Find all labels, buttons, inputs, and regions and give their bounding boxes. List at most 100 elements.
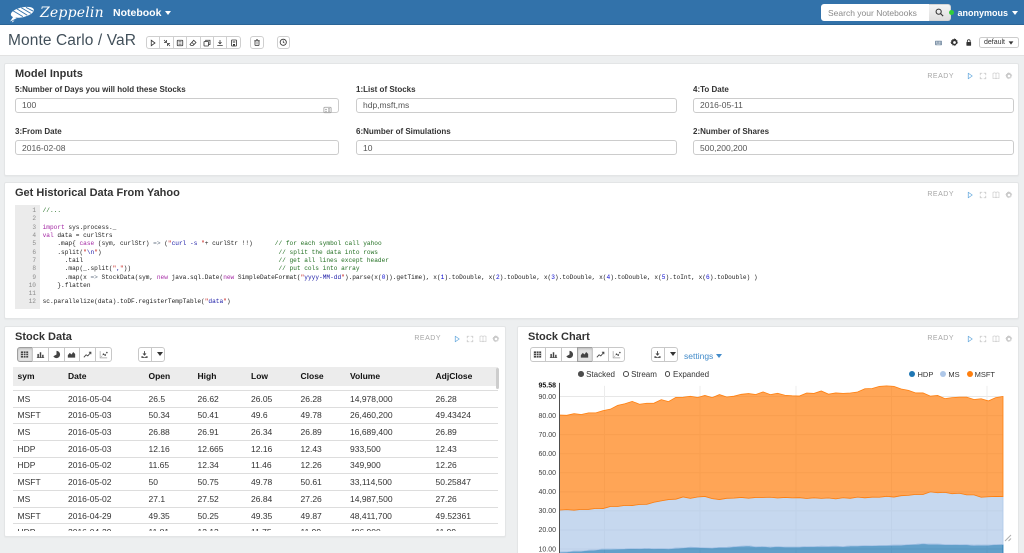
search-input[interactable]	[821, 4, 929, 21]
column-header[interactable]: Close	[300, 371, 324, 382]
legend-item-hdp[interactable]: HDP	[909, 370, 933, 379]
note-title[interactable]: Monte Carlo / VaR	[8, 32, 137, 49]
paragraph-settings-button[interactable]	[1005, 190, 1013, 199]
paragraph-settings-button[interactable]	[1005, 334, 1013, 343]
table-cell: 26.88	[148, 427, 170, 438]
form-field-input[interactable]	[693, 97, 1014, 113]
line-chart-icon	[83, 347, 92, 362]
table-viz-button[interactable]	[16, 346, 34, 362]
paragraph-settings-button[interactable]	[1005, 72, 1013, 80]
code-editor[interactable]: 1 2 3 4 5 6 7 8 9 10 11 12 //... import sys.process…	[15, 204, 1008, 309]
resize-handle-icon[interactable]	[1002, 532, 1012, 542]
form-field-input[interactable]	[15, 140, 339, 155]
toggle-output-button[interactable]	[172, 36, 188, 49]
bar-chart-viz-button[interactable]	[32, 346, 49, 362]
search-button[interactable]	[929, 4, 951, 21]
zeppelin-brand[interactable]: Zeppelin	[7, 2, 104, 23]
mode-radio-stacked[interactable]: Stacked	[578, 370, 615, 379]
run-paragraph-button[interactable]	[966, 191, 974, 199]
expand-paragraph-button[interactable]	[979, 335, 987, 343]
form-field-input[interactable]	[693, 140, 1014, 155]
table-cell: 12.43	[300, 443, 322, 454]
scatter-chart-viz-button[interactable]	[607, 346, 625, 362]
run-all-button[interactable]	[146, 36, 161, 49]
legend-item-msft[interactable]: MSFT	[966, 370, 995, 379]
legend-item-ms[interactable]: MS	[940, 370, 960, 379]
download-button[interactable]	[137, 346, 152, 362]
table-cell: MS	[17, 393, 31, 404]
column-header[interactable]: High	[197, 371, 217, 382]
download-options-button[interactable]	[663, 346, 678, 362]
clone-note-button[interactable]	[199, 35, 214, 50]
toggle-editor-button[interactable]	[992, 191, 1000, 199]
form-field-label: 5:Number of Days you will hold these Sto…	[15, 85, 186, 94]
expand-paragraph-button[interactable]	[466, 335, 474, 343]
interpreter-binding-button[interactable]: default	[978, 37, 1019, 48]
form-field-input[interactable]	[356, 97, 677, 113]
column-header[interactable]: AdjClose	[435, 371, 473, 382]
paragraph-settings-button[interactable]	[492, 334, 500, 343]
notebook-search	[821, 4, 951, 21]
user-menu[interactable]: anonymous	[949, 0, 1018, 25]
search-icon	[935, 8, 944, 17]
paragraph-title: Get Historical Data From Yahoo	[15, 186, 180, 199]
mode-radio-expanded[interactable]: Expanded	[664, 370, 709, 379]
note-config-button[interactable]	[950, 34, 959, 52]
table-cell: 27.52	[197, 493, 219, 504]
remove-note-button[interactable]	[250, 36, 264, 49]
table-row: MS 2016-05-02 27.1 27.52 26.84 27.26 14,987,50…	[13, 491, 498, 508]
chevron-down-icon	[156, 352, 163, 357]
table-body[interactable]: MSFT2016-05-0449.8650.2349.8149.9414,979…	[13, 385, 502, 531]
table-cell: 26.89	[300, 427, 322, 438]
form-field-input[interactable]	[356, 140, 677, 155]
settings-link[interactable]: settings	[684, 351, 723, 361]
area-chart-viz-button[interactable]	[576, 346, 594, 362]
scatter-chart-viz-button[interactable]	[94, 346, 112, 362]
line-number: 6	[32, 248, 36, 256]
table-cell: 2016-05-03	[68, 410, 112, 421]
line-chart-viz-button[interactable]	[592, 346, 609, 362]
expand-paragraph-button[interactable]	[979, 72, 987, 80]
column-header[interactable]: Date	[68, 371, 87, 382]
scheduler-button[interactable]	[276, 36, 290, 49]
pie-chart-viz-button[interactable]	[47, 346, 65, 362]
permissions-button[interactable]	[965, 34, 973, 52]
download-options-button[interactable]	[150, 346, 165, 362]
version-control-button[interactable]	[226, 36, 241, 49]
y-tick-label: 80.00	[538, 412, 556, 419]
form-field-input[interactable]	[15, 97, 339, 113]
line-chart-viz-button[interactable]	[79, 346, 96, 362]
expand-paragraph-button[interactable]	[979, 191, 987, 199]
area-chart-viz-button[interactable]	[63, 346, 81, 362]
table-cell: 26.62	[197, 393, 219, 404]
table-scrollbar[interactable]	[496, 367, 499, 389]
notebook-menu[interactable]: Notebook	[113, 0, 172, 25]
column-header[interactable]: Low	[251, 371, 268, 382]
clear-output-button[interactable]	[186, 36, 201, 49]
column-header[interactable]: Volume	[350, 371, 381, 382]
autofill-contact-icon[interactable]	[322, 101, 333, 114]
run-paragraph-button[interactable]	[966, 72, 974, 80]
table-row: MSFT2016-05-0449.8650.2349.8149.9414,979…	[13, 385, 498, 391]
toggle-editor-button[interactable]	[479, 335, 487, 343]
toggle-editor-button[interactable]	[992, 72, 1000, 80]
toggle-code-button[interactable]	[159, 36, 174, 49]
download-button[interactable]	[650, 346, 665, 362]
column-header[interactable]: sym	[17, 371, 35, 382]
table-cell: 26.84	[251, 493, 273, 504]
export-note-button[interactable]	[212, 36, 228, 49]
run-paragraph-button[interactable]	[966, 335, 974, 343]
shortcuts-button[interactable]	[933, 34, 944, 52]
table-viz-button[interactable]	[529, 346, 547, 362]
bar-chart-viz-button[interactable]	[545, 346, 562, 362]
toggle-editor-button[interactable]	[992, 335, 1000, 343]
column-header[interactable]: Open	[148, 371, 171, 382]
pie-chart-viz-button[interactable]	[560, 346, 578, 362]
mode-radio-stream[interactable]: Stream	[623, 370, 657, 379]
line-number: 11	[28, 290, 36, 298]
table-row: MS 2016-05-04 26.5 26.62 26.05 26.28 14,978,00…	[13, 390, 498, 408]
stacked-area-chart[interactable]: 90.00 80.00 70.00 60.00 50.00 40.00 30.00 20.00…	[526, 365, 1018, 553]
run-paragraph-button[interactable]	[453, 335, 461, 343]
clone-note-icon	[203, 35, 211, 50]
